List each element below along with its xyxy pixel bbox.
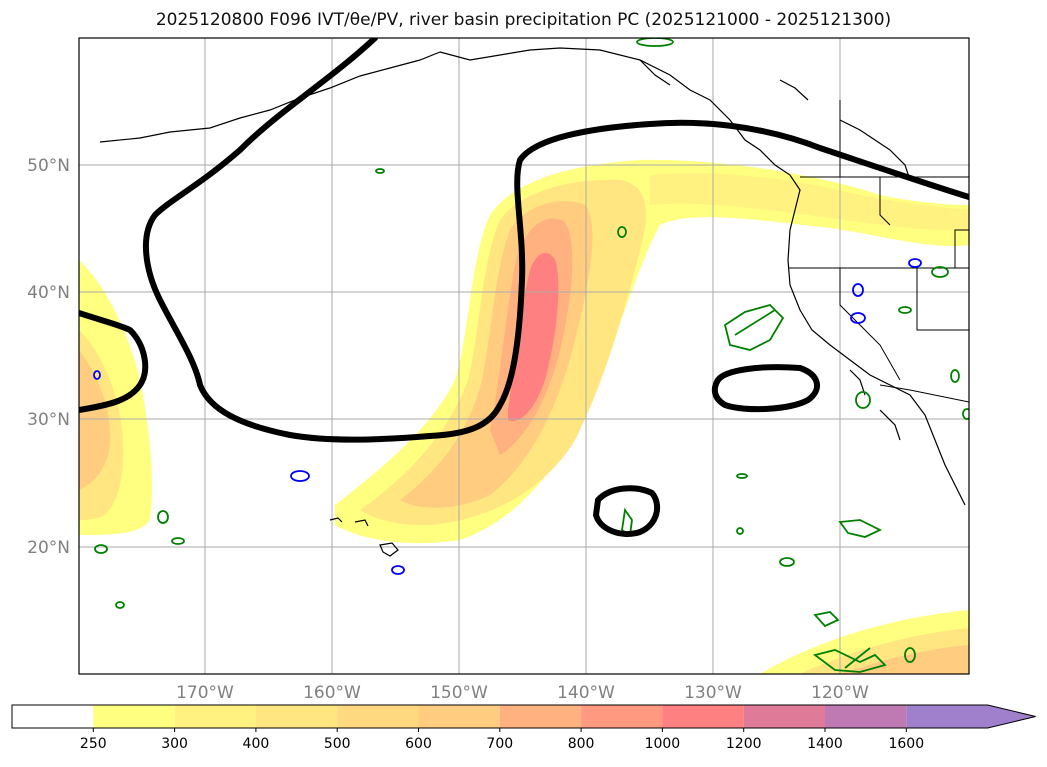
lon-label: 120°W — [811, 683, 869, 703]
lon-label: 170°W — [176, 683, 234, 703]
colorbar-outline — [11, 704, 1036, 729]
colorbar-tick-label: 800 — [568, 736, 595, 752]
colorbar-tick-label: 250 — [80, 736, 107, 752]
precip-contours — [93, 258, 922, 575]
lat-label: 50°N — [27, 156, 70, 176]
colorbar: 250 300 400 500 600 700 800 1000 1200 1400 1600 — [11, 704, 1036, 752]
lon-label: 160°W — [303, 683, 361, 703]
ivt-plume-southeast — [760, 610, 969, 674]
ivt-plume-west — [79, 260, 152, 535]
lat-label: 40°N — [27, 283, 70, 303]
colorbar-tick-label: 500 — [324, 736, 351, 752]
colorbar-tick-label: 700 — [486, 736, 513, 752]
colorbar-tick-label: 300 — [161, 736, 188, 752]
colorbar-segment — [825, 705, 907, 728]
colorbar-tick-label: 400 — [243, 736, 270, 752]
colorbar-tick-label: 1600 — [888, 736, 924, 752]
colorbar-tick-label: 1200 — [726, 736, 762, 752]
map-title: 2025120800 F096 IVT/θe/PV, river basin p… — [155, 10, 892, 30]
colorbar-segment — [581, 705, 663, 728]
lon-label: 150°W — [430, 683, 488, 703]
colorbar-segment-under — [12, 705, 94, 728]
colorbar-segment — [499, 705, 582, 728]
theta-e-contours — [79, 38, 969, 537]
lat-label: 20°N — [27, 538, 70, 558]
lon-label: 140°W — [557, 683, 615, 703]
colorbar-segment — [93, 705, 175, 728]
colorbar-segment — [337, 705, 419, 728]
colorbar-segment — [743, 705, 825, 728]
lon-label: 130°W — [684, 683, 742, 703]
lat-label: 30°N — [27, 410, 70, 430]
colorbar-tick-label: 1000 — [645, 736, 681, 752]
hawaiian-islands — [329, 517, 399, 557]
colorbar-segment — [662, 705, 744, 728]
colorbar-segment-extend — [906, 705, 1036, 728]
map-frame — [78, 37, 970, 675]
colorbar-segment — [255, 705, 338, 728]
colorbar-tick-label: 1400 — [807, 736, 843, 752]
colorbar-tick-label: 600 — [405, 736, 432, 752]
longitude-labels: 170°W 160°W 150°W 140°W 130°W 120°W — [176, 683, 869, 703]
political-borders — [788, 100, 969, 403]
colorbar-segment — [418, 705, 500, 728]
coastlines — [99, 47, 966, 506]
colorbar-segment — [174, 705, 256, 728]
gridlines — [79, 38, 969, 674]
ivt-plume-main — [335, 159, 969, 544]
latitude-labels: 50°N 40°N 30°N 20°N — [27, 156, 70, 558]
